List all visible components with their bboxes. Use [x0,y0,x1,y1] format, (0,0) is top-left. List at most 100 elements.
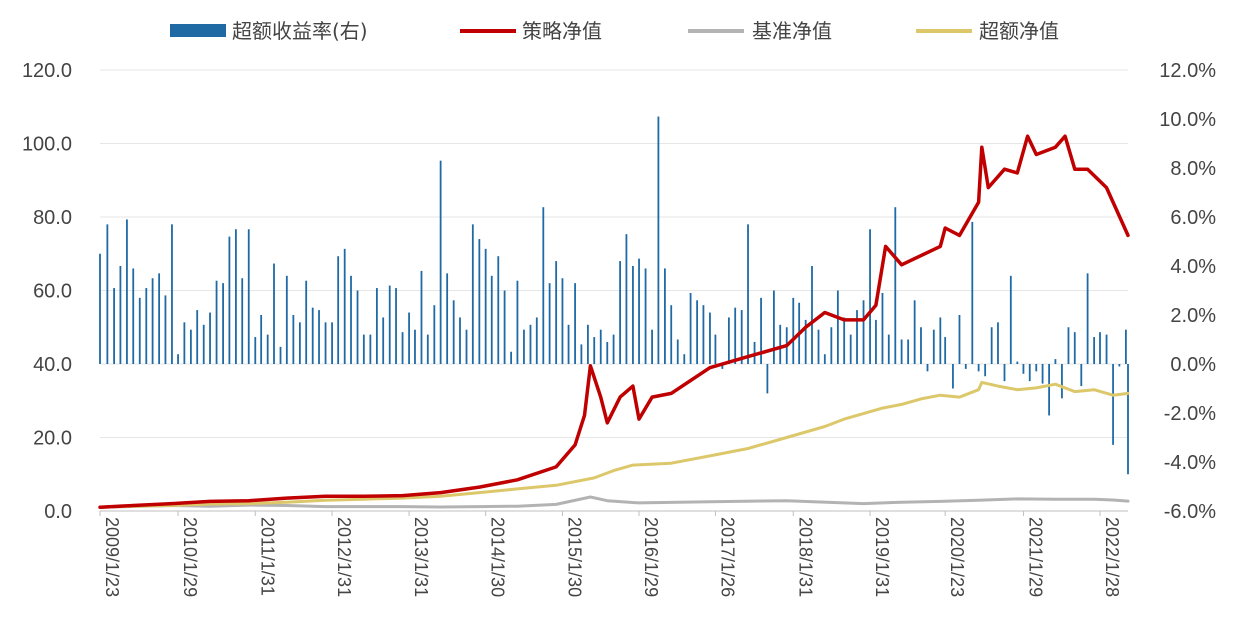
excess-return-bar [881,292,884,364]
y-right-tick-label: 10.0% [1159,109,1216,131]
excess-return-bar [709,312,711,364]
excess-return-bar [823,354,826,364]
y-right-tick-label: 4.0% [1170,256,1216,278]
excess-return-bar [1080,364,1083,387]
excess-return-bar [510,351,513,364]
excess-return-bar [222,283,224,364]
excess-return-bar [151,278,154,364]
excess-return-bar [587,324,589,364]
x-tick-label: 2011/1/31 [257,517,277,596]
excess-return-bar [920,327,922,364]
excess-return-bar [1009,275,1012,364]
excess-return-bar [369,334,372,364]
excess-return-bar [964,364,967,369]
excess-return-bar [944,337,947,364]
excess-return-bar [1118,364,1121,367]
excess-return-bar [593,337,596,364]
excess-return-bar [177,354,179,364]
excess-return-bar [561,278,564,364]
excess-return-bar [779,324,782,364]
excess-return-bars [99,116,1129,475]
excess-return-bar [241,278,244,364]
excess-return-bar [670,305,673,364]
excess-return-bar [894,207,897,364]
excess-return-bar [106,224,109,364]
excess-return-bar [792,297,795,364]
excess-return-bar [875,319,877,364]
excess-return-bar [254,337,257,364]
excess-return-bar [900,339,903,364]
excess-return-bar [932,329,935,364]
excess-return-bar [683,354,686,364]
excess-return-bar [958,315,961,364]
excess-return-bar [478,239,481,364]
excess-return-bar [395,288,397,364]
excess-return-bar [439,160,442,364]
legend-label-bars: 超额收益率(右) [232,19,368,43]
excess-return-bar [689,292,692,364]
y-right-tick-label: 2.0% [1170,305,1216,327]
excess-return-bar [285,275,288,364]
excess-return-bar [567,324,570,364]
excess-return-bar [1124,329,1127,364]
x-tick-label: 2017/1/26 [717,517,737,597]
excess-return-bar [997,322,999,364]
excess-return-bar [747,224,749,364]
excess-return-bar [907,339,910,364]
legend-item-benchmark: 基准净值 [688,19,832,43]
excess-return-bar [804,319,807,364]
excess-return-bar [446,273,449,364]
excess-return-bar [843,317,846,364]
excess-return-bar [638,258,640,364]
excess-return-bar [651,329,653,364]
excess-return-bar [266,334,269,364]
x-tick-label: 2013/1/31 [411,517,431,597]
legend-label-benchmark: 基准净值 [752,19,832,43]
excess-return-bar [260,315,263,364]
x-tick-label: 2020/1/23 [947,517,967,597]
excess-return-bar [760,297,762,364]
y-left-tick-label: 60.0 [33,281,72,303]
excess-return-bar [375,288,378,364]
excess-return-bar [773,290,775,364]
excess-return-bar [1112,364,1114,445]
excess-return-bar [145,288,148,364]
excess-return-bar [324,322,327,364]
excess-return-bar [811,266,813,364]
y-right-tick-label: -2.0% [1164,403,1216,425]
excess-return-bar [535,317,538,364]
x-tick-label: 2015/1/30 [564,517,584,597]
x-tick-label: 2009/1/23 [102,517,122,597]
excess-return-bar [337,256,340,364]
y-left-tick-label: 0.0 [44,501,72,523]
excess-return-bar [132,268,135,364]
excess-return-bar [1093,337,1096,364]
excess-return-bar [484,248,487,364]
axes: 0.0 20.0 40.0 60.0 80.0 100.0 120.0 -6.0% -4.0% -… [22,60,1216,597]
x-tick-label: 2019/1/31 [872,517,892,597]
legend-item-excess: 超额净值 [916,19,1059,43]
excess-return-bar [516,280,519,364]
x-tick-label: 2010/1/29 [180,517,200,597]
excess-return-bar [1105,334,1108,364]
legend: 超额收益率(右) 策略净值 基准净值 超额净值 [170,19,1059,43]
excess-return-bar [119,266,122,364]
y-left-tick-label: 80.0 [33,207,72,229]
excess-return-bar [465,329,468,364]
excess-return-bar [1035,364,1038,372]
excess-return-bar [856,310,858,364]
y-right-tick-label: 0.0% [1170,354,1216,376]
y-right-tick-label: 6.0% [1170,207,1216,229]
excess-return-bar [209,312,211,364]
x-tick-label: 2014/1/30 [488,517,508,597]
excess-return-bar [113,288,115,364]
excess-return-bar [1028,364,1031,382]
excess-return-bar [734,307,737,364]
excess-return-bar [331,322,333,364]
excess-return-bar [836,290,839,364]
excess-return-bar [696,300,699,364]
excess-return-bar [388,285,391,364]
excess-net-value-line [98,380,1130,509]
excess-return-bar [606,341,609,364]
